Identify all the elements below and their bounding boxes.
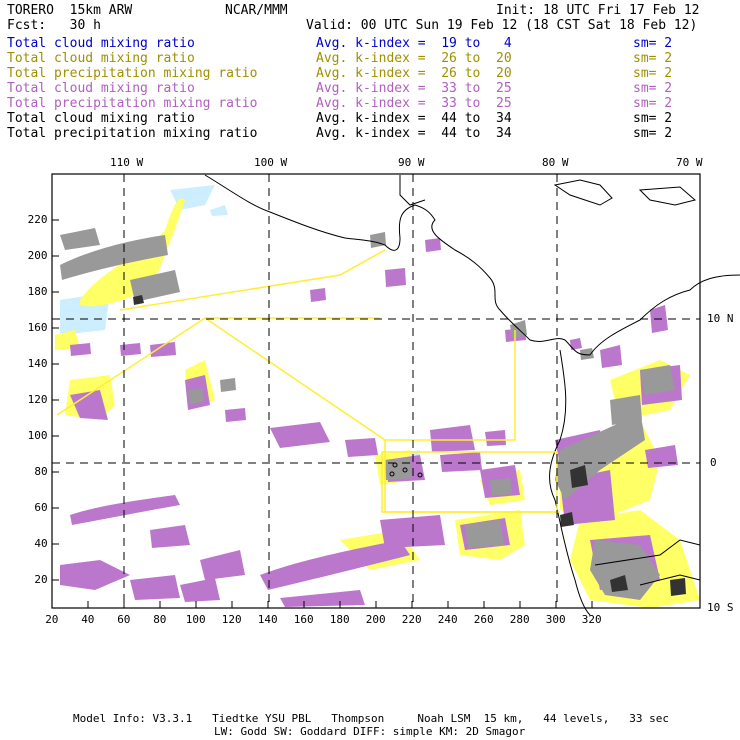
x-tick-label: 40 (81, 613, 95, 626)
legend-kindex: Avg. k-index = 44 to 34 (316, 111, 512, 126)
longitude-label: 100 W (254, 156, 288, 169)
legend-row: Total precipitation mixing ratio Avg. k-i… (7, 66, 737, 81)
legend-smoothing: sm= 2 (633, 96, 673, 111)
axis-ticks (51, 219, 593, 608)
latitude-label: 0 (710, 456, 717, 469)
x-tick-label: 80 (153, 613, 167, 626)
x-tick-label: 160 (293, 613, 314, 626)
legend-row: Total precipitation mixing ratio Avg. k-i… (7, 126, 737, 141)
cloud-fields (55, 185, 700, 608)
x-tick-label: 280 (509, 613, 530, 626)
legend-row: Total cloud mixing ratio Avg. k-index = 2… (7, 51, 737, 66)
legend-row: Total cloud mixing ratio Avg. k-index = 1… (7, 36, 737, 51)
y-tick-label: 220 (27, 213, 48, 226)
x-tick-label: 260 (473, 613, 494, 626)
forecast-hour: Fcst: 30 h (7, 18, 101, 33)
valid-time: Valid: 00 UTC Sun 19 Feb 12 (18 CST Sat … (306, 18, 698, 33)
x-tick-label: 20 (45, 613, 59, 626)
legend-row: Total precipitation mixing ratio Avg. k-i… (7, 96, 737, 111)
legend-kindex: Avg. k-index = 44 to 34 (316, 126, 512, 141)
longitude-label: 90 W (398, 156, 425, 169)
x-tick-label: 200 (365, 613, 386, 626)
longitude-label: 110 W (110, 156, 144, 169)
legend-smoothing: sm= 2 (633, 36, 673, 51)
legend-kindex: Avg. k-index = 19 to 4 (316, 36, 512, 51)
nested-domain-outlines (56, 249, 560, 513)
legend-smoothing: sm= 2 (633, 126, 673, 141)
legend-kindex: Avg. k-index = 26 to 20 (316, 51, 512, 66)
init-time: Init: 18 UTC Fri 17 Feb 12 (496, 3, 700, 18)
x-tick-label: 300 (545, 613, 566, 626)
lat-lon-grid (52, 174, 700, 608)
model-title: TORERO 15km ARW (7, 3, 133, 18)
legend-field: Total precipitation mixing ratio (7, 126, 258, 141)
footer-physics-info: LW: Godd SW: Goddard DIFF: simple KM: 2D… (214, 725, 526, 738)
x-tick-label: 100 (185, 613, 206, 626)
legend-field: Total cloud mixing ratio (7, 81, 195, 96)
latitude-label: 10 S (707, 601, 734, 614)
y-tick-label: 40 (34, 537, 48, 550)
legend-kindex: Avg. k-index = 26 to 20 (316, 66, 512, 81)
y-tick-label: 100 (27, 429, 48, 442)
y-tick-label: 160 (27, 321, 48, 334)
y-tick-label: 60 (34, 501, 48, 514)
legend-row: Total cloud mixing ratio Avg. k-index = 3… (7, 81, 737, 96)
center-name: NCAR/MMM (225, 3, 288, 18)
x-tick-label: 240 (437, 613, 458, 626)
y-tick-label: 20 (34, 573, 48, 586)
longitude-label: 70 W (676, 156, 703, 169)
legend-smoothing: sm= 2 (633, 66, 673, 81)
y-tick-label: 80 (34, 465, 48, 478)
x-tick-label: 140 (257, 613, 278, 626)
x-tick-label: 60 (117, 613, 131, 626)
x-tick-label: 120 (221, 613, 242, 626)
legend-kindex: Avg. k-index = 33 to 25 (316, 81, 512, 96)
y-tick-label: 140 (27, 357, 48, 370)
legend-row: Total cloud mixing ratio Avg. k-index = 4… (7, 111, 737, 126)
legend-field: Total cloud mixing ratio (7, 111, 195, 126)
y-tick-label: 200 (27, 249, 48, 262)
legend-field: Total cloud mixing ratio (7, 36, 195, 51)
footer-model-info: Model Info: V3.3.1 Tiedtke YSU PBL Thomp… (73, 712, 670, 725)
y-tick-label: 120 (27, 393, 48, 406)
x-tick-label: 180 (329, 613, 350, 626)
legend-field: Total precipitation mixing ratio (7, 96, 258, 111)
legend-field: Total cloud mixing ratio (7, 51, 195, 66)
legend-field: Total precipitation mixing ratio (7, 66, 258, 81)
x-tick-label: 220 (401, 613, 422, 626)
legend-smoothing: sm= 2 (633, 51, 673, 66)
legend-kindex: Avg. k-index = 33 to 25 (316, 96, 512, 111)
y-tick-label: 180 (27, 285, 48, 298)
coastlines (204, 174, 740, 616)
latitude-label: 10 N (707, 312, 734, 325)
x-tick-label: 320 (581, 613, 602, 626)
legend-smoothing: sm= 2 (633, 111, 673, 126)
legend-smoothing: sm= 2 (633, 81, 673, 96)
longitude-label: 80 W (542, 156, 569, 169)
